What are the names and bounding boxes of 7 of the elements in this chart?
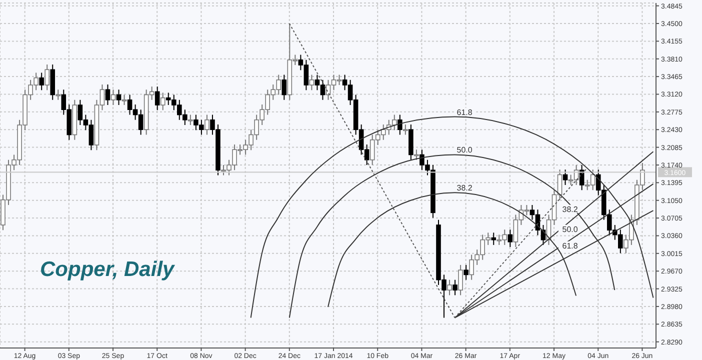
series-label: 38.2 (456, 184, 473, 193)
series-label: 61.8 (456, 108, 473, 117)
series-label: 50.0 (456, 146, 473, 155)
text: Copper, Daily (40, 258, 174, 282)
series-label: 50.0 (562, 224, 578, 234)
series-label: 61.8 (562, 241, 578, 250)
series-label: 38.2 (562, 204, 578, 214)
